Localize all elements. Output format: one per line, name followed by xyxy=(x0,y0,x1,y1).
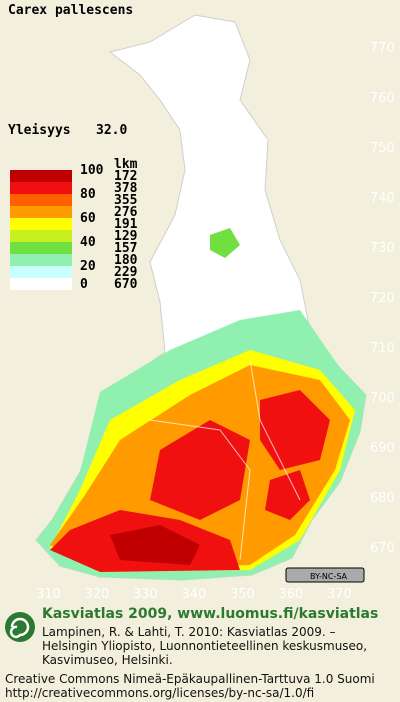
legend-header: lkm xyxy=(114,157,138,172)
logo xyxy=(5,612,35,642)
license-badge-text: BY-NC-SA xyxy=(310,572,348,581)
easting-label: 370 xyxy=(327,587,352,602)
legend-swatch xyxy=(10,230,72,242)
northing-label: 750 xyxy=(370,141,395,156)
northing-label: 690 xyxy=(370,441,395,456)
legend-count: 276 xyxy=(114,205,138,220)
legend-count: 378 xyxy=(114,181,138,196)
grid-labels: 770 760 750 740 730 720 710 700 690 680 670 310 320 3… xyxy=(36,41,395,602)
northing-label: 770 xyxy=(370,41,395,56)
legend-swatch xyxy=(10,182,72,194)
legend-scale-label: 100 xyxy=(80,163,104,178)
legend-swatch xyxy=(10,254,72,266)
citation-line: Kasvimuseo, Helsinki. xyxy=(42,653,173,667)
legend-swatch xyxy=(10,218,72,230)
legend-count: 191 xyxy=(114,217,138,232)
legend-swatch xyxy=(10,170,72,182)
easting-label: 320 xyxy=(85,587,110,602)
northing-label: 670 xyxy=(370,541,395,556)
heat-areas xyxy=(36,228,366,580)
easting-label: 360 xyxy=(279,587,304,602)
license-line: Creative Commons Nimeä-Epäkaupallinen-Ta… xyxy=(5,672,375,686)
citation-line: Lampinen, R. & Lahti, T. 2010: Kasviatla… xyxy=(42,625,336,639)
legend-scale-label: 0 xyxy=(80,277,88,292)
legend-count: 172 xyxy=(114,169,137,184)
legend-swatch xyxy=(10,194,72,206)
footer-heading: Kasviatlas 2009, www.luomus.fi/kasviatla… xyxy=(42,606,378,622)
northing-label: 710 xyxy=(370,341,395,356)
legend-swatch xyxy=(10,206,72,218)
legend-count: 229 xyxy=(114,265,137,280)
legend-count: 129 xyxy=(114,229,137,244)
citation-line: Helsingin Yliopisto, Luonnontieteellinen… xyxy=(42,639,367,653)
northing-label: 700 xyxy=(370,391,395,406)
legend-count: 670 xyxy=(114,277,138,292)
species-title: Carex pallescens xyxy=(8,3,133,18)
legend-count: 157 xyxy=(114,241,137,256)
legend-swatch xyxy=(10,278,72,290)
license-badge[interactable] xyxy=(285,567,365,583)
northing-label: 740 xyxy=(370,191,395,206)
legend-swatch xyxy=(10,242,72,254)
easting-label: 330 xyxy=(133,587,158,602)
region-borders xyxy=(149,119,301,561)
legend-scale-label: 80 xyxy=(80,187,96,202)
easting-label: 350 xyxy=(230,587,255,602)
legend-scale-label: 20 xyxy=(80,259,96,274)
frequency-value: 32.0 xyxy=(96,123,127,138)
northing-label: 720 xyxy=(370,291,395,306)
easting-label: 340 xyxy=(182,587,207,602)
easting-label: 310 xyxy=(36,587,61,602)
license-line: http://creativecommons.org/licenses/by-n… xyxy=(5,686,314,700)
legend-count: 180 xyxy=(114,253,138,268)
northing-label: 760 xyxy=(370,91,395,106)
legend-scale-label: 40 xyxy=(80,235,96,250)
legend-swatch xyxy=(10,266,72,278)
northing-label: 680 xyxy=(370,491,395,506)
legend-count: 355 xyxy=(114,193,137,208)
legend-scale-label: 60 xyxy=(80,211,96,226)
frequency-label: Yleisyys xyxy=(8,123,71,138)
northing-label: 730 xyxy=(370,241,395,256)
